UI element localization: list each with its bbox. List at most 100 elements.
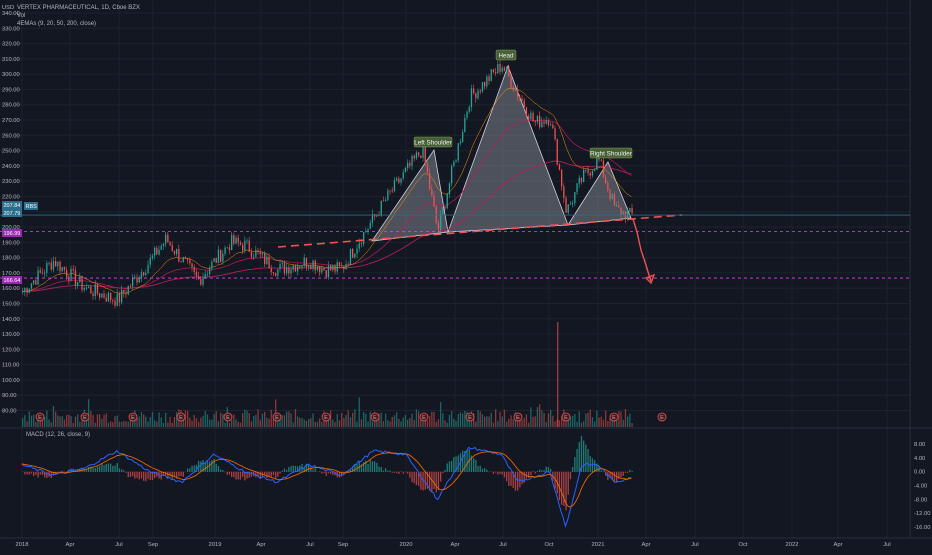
macd-histogram-bar	[88, 467, 89, 472]
macd-histogram-bar	[541, 470, 542, 472]
candle-body	[242, 245, 243, 251]
candle-body	[121, 290, 122, 303]
volume-bar	[418, 411, 419, 427]
volume-bar	[271, 410, 272, 427]
volume-bar	[334, 422, 335, 427]
volume-bar	[315, 422, 316, 427]
candle-body	[440, 214, 441, 230]
macd-histogram-bar	[273, 472, 274, 475]
candle-body	[499, 64, 500, 72]
volume-bar	[453, 419, 454, 427]
candle-body	[306, 258, 307, 267]
candle-body	[246, 241, 247, 242]
candle-body	[524, 101, 525, 108]
candle-body	[493, 69, 494, 72]
macd-tick-label: -16.00	[914, 525, 930, 531]
candle-body	[123, 290, 124, 294]
candle-body	[92, 294, 93, 297]
candle-body	[271, 268, 272, 272]
volume-bar	[231, 420, 232, 427]
macd-histogram-bar	[376, 463, 377, 472]
volume-bar	[513, 419, 514, 427]
ema-label: 4EMAs (9, 20, 50, 200, close)	[17, 20, 140, 28]
volume-bar	[350, 417, 351, 427]
macd-histogram-bar	[546, 467, 547, 472]
volume-bar	[110, 421, 111, 427]
candle-body	[354, 254, 355, 257]
macd-histogram-bar	[37, 472, 38, 478]
candle-body	[574, 192, 575, 203]
head-label: Head	[498, 53, 514, 60]
candle-body	[110, 293, 111, 300]
volume-bar	[161, 417, 162, 427]
volume-bar	[152, 412, 153, 427]
candle-body	[521, 98, 522, 100]
candle-body	[620, 207, 621, 215]
volume-bar	[229, 423, 230, 427]
candle-body	[211, 262, 212, 269]
earnings-letter: E	[516, 415, 520, 421]
candle-body	[64, 267, 65, 270]
volume-bar	[266, 418, 267, 427]
time-tick-label: Oct	[738, 542, 747, 548]
macd-histogram-bar	[574, 457, 575, 472]
volume-bar	[218, 421, 219, 427]
volume-bar	[57, 415, 58, 427]
volume-bar	[262, 414, 263, 427]
price-tick-label: 190.00	[2, 240, 20, 246]
volume-bar	[150, 417, 151, 427]
candle-body	[132, 278, 133, 286]
price-tick-label: 110.00	[2, 363, 19, 369]
candle-body	[180, 261, 181, 262]
macd-histogram-bar	[216, 464, 217, 472]
volume-bar	[337, 414, 338, 427]
candle-body	[255, 250, 256, 257]
candle-body	[147, 265, 148, 273]
candle-body	[260, 252, 261, 254]
volume-bar	[123, 421, 124, 427]
candle-body	[240, 243, 241, 245]
candle-body	[103, 294, 104, 298]
volume-bar	[521, 420, 522, 427]
volume-bar	[449, 415, 450, 427]
candle-body	[484, 82, 485, 86]
candle-body	[519, 97, 520, 99]
price-tick-label: 240.00	[2, 164, 20, 170]
macd-histogram-bar	[266, 472, 267, 478]
candle-body	[24, 288, 25, 291]
macd-histogram-bar	[627, 472, 628, 473]
volume-bar	[158, 412, 159, 427]
volume-bar	[332, 420, 333, 427]
candle-body	[128, 286, 129, 294]
candle-body	[235, 238, 236, 244]
macd-histogram-bar	[187, 469, 188, 472]
macd-histogram-bar	[484, 468, 485, 472]
volume-bar	[590, 410, 591, 427]
candle-body	[504, 68, 505, 71]
candle-body	[477, 91, 478, 99]
candle-body	[84, 288, 85, 290]
volume-bar	[112, 422, 113, 427]
candle-body	[187, 259, 188, 260]
candle-body	[317, 267, 318, 271]
macd-histogram-bar	[405, 472, 406, 473]
volume-bar	[405, 415, 406, 427]
price-tick-label: 130.00	[2, 332, 20, 338]
candle-body	[605, 178, 606, 183]
candle-body	[350, 249, 351, 265]
volume-bar	[97, 414, 98, 427]
volume-bar	[477, 410, 478, 427]
macd-histogram-bar	[220, 470, 221, 472]
candle-body	[486, 76, 487, 86]
candle-body	[585, 170, 586, 171]
macd-histogram-bar	[235, 472, 236, 480]
candle-body	[414, 156, 415, 158]
volume-bar	[253, 416, 254, 427]
earnings-letter: E	[660, 415, 664, 421]
candle-body	[334, 266, 335, 272]
volume-bar	[165, 413, 166, 427]
volume-bar	[145, 417, 146, 427]
left-shoulder-label: Left Shoulder	[414, 140, 451, 147]
